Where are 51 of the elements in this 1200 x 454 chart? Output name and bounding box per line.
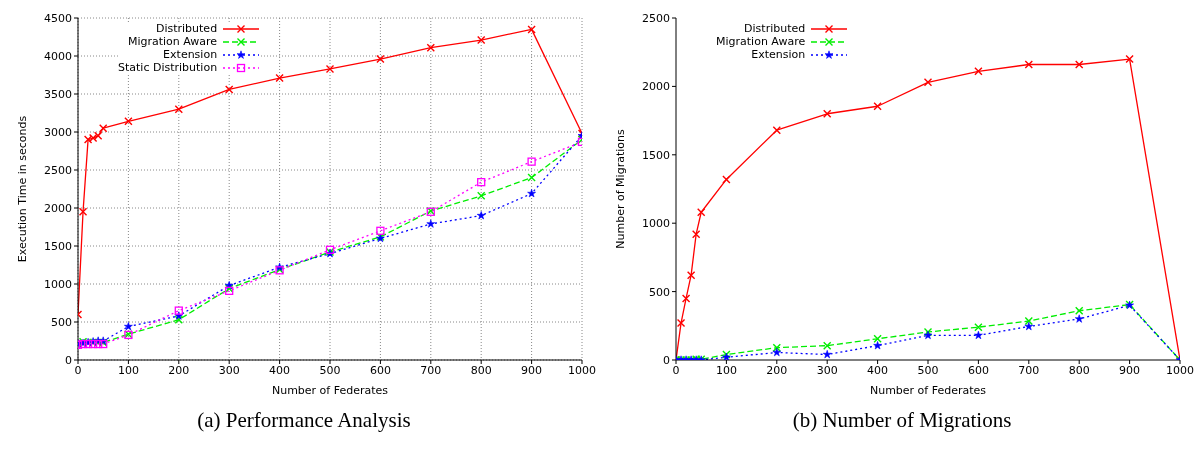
legend-label: Extension	[751, 48, 806, 61]
x-tick-label: 600	[967, 363, 989, 377]
x-axis-title: Number of Federates	[271, 384, 389, 397]
x-tick-label: 600	[369, 363, 391, 377]
text: (b) Number of Migrations	[791, 408, 1013, 433]
x-tick-label: 200	[168, 363, 190, 377]
x-tick-label: 900	[1119, 363, 1141, 377]
y-tick-label: 0	[663, 353, 670, 367]
x-tick-label: 1000	[1166, 363, 1194, 377]
x-tick-label: 700	[1018, 363, 1040, 377]
legend-label: Migration Aware	[127, 35, 218, 48]
legend-label: Extension	[163, 48, 218, 61]
y-tick-label: 1000	[44, 277, 72, 291]
x-tick-label: 1000	[568, 363, 596, 377]
y-axis-title: Number of Migrations	[613, 129, 627, 249]
y-tick-label: 500	[649, 285, 670, 299]
x-tick-label: 400	[269, 363, 291, 377]
x-tick-label: 900	[521, 363, 543, 377]
x-tick-label: 700	[420, 363, 442, 377]
x-tick-label: 300	[218, 363, 240, 377]
y-tick-label: 2500	[642, 11, 670, 25]
x-tick-label: 100	[117, 363, 139, 377]
x-tick-label: 0	[74, 363, 82, 377]
x-tick-label: 800	[1068, 363, 1090, 377]
y-axis-title: Execution Time in seconds	[15, 115, 29, 263]
x-tick-label: 0	[672, 363, 680, 377]
x-tick-label: 300	[816, 363, 838, 377]
x-tick-label: 400	[867, 363, 889, 377]
y-tick-label: 2000	[642, 80, 670, 94]
y-tick-label: 0	[65, 353, 72, 367]
x-tick-label: 200	[766, 363, 788, 377]
x-tick-label: 500	[917, 363, 939, 377]
text: (a) Performance Analysis	[196, 408, 412, 433]
y-tick-label: 2500	[44, 163, 72, 177]
y-tick-label: 1500	[642, 148, 670, 162]
legend-label: Static Distribution	[118, 61, 218, 74]
x-tick-label: 800	[470, 363, 492, 377]
legend-label: Distributed	[155, 22, 218, 35]
x-tick-label: 500	[319, 363, 341, 377]
y-tick-label: 1000	[642, 217, 670, 231]
y-tick-label: 1500	[44, 239, 72, 253]
legend-label: Distributed	[744, 22, 806, 35]
legend-label: Migration Aware	[716, 35, 806, 48]
y-tick-label: 4500	[44, 11, 72, 25]
y-tick-label: 4000	[44, 49, 72, 63]
y-tick-label: 3000	[44, 125, 72, 139]
y-tick-label: 500	[51, 315, 72, 329]
x-axis-title: Number of Federates	[869, 384, 987, 397]
y-tick-label: 2000	[44, 201, 72, 215]
x-tick-label: 100	[715, 363, 737, 377]
y-tick-label: 3500	[44, 87, 72, 101]
